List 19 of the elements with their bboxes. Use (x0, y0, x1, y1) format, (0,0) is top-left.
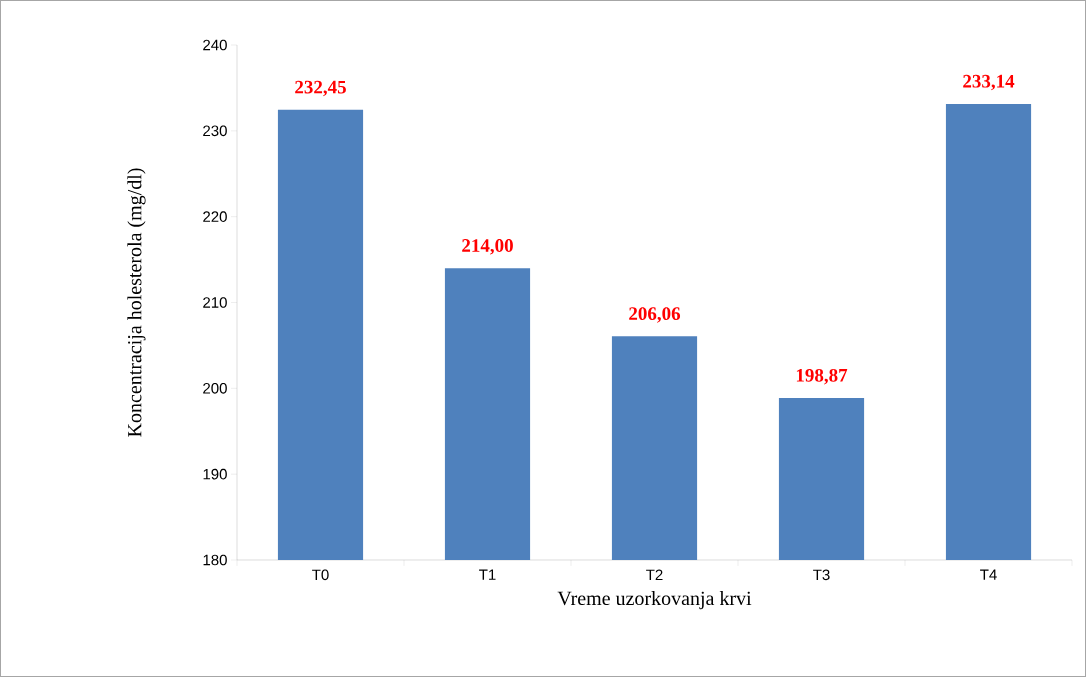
x-axis-title: Vreme uzorkovanja krvi (557, 591, 752, 610)
x-tick-label: T4 (980, 569, 997, 580)
x-tick-label: T3 (813, 569, 830, 581)
y-tick-label: 240 (203, 39, 227, 51)
y-tick-label: 190 (203, 468, 227, 480)
data-label: 233,14 (963, 74, 1015, 91)
y-tick-label: 180 (203, 554, 227, 566)
y-tick-label: 210 (203, 297, 227, 308)
x-tick-label: T0 (312, 569, 329, 581)
x-tick-label: T2 (646, 569, 663, 581)
data-label: 206,06 (629, 307, 681, 323)
x-tick-label: T1 (479, 569, 496, 580)
y-tick-label: 220 (203, 211, 227, 222)
data-label: 198,87 (796, 368, 848, 385)
y-tick-label: 230 (203, 125, 227, 137)
data-label: 214,00 (462, 239, 513, 255)
y-tick-label: 200 (203, 383, 227, 394)
y-axis-title: Koncentracija holesterola (mg/dl) (127, 168, 146, 437)
data-label: 232,45 (295, 80, 346, 97)
